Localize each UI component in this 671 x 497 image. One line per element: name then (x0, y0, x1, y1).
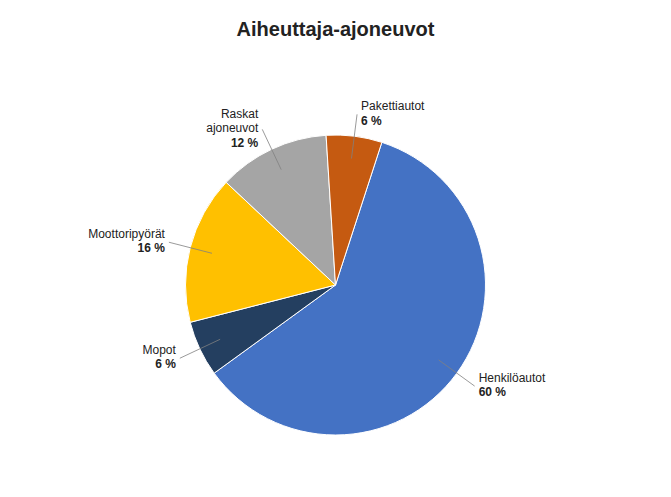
slice-value: 6 % (361, 114, 382, 128)
slice-label: Raskatajoneuvot (206, 108, 259, 136)
slice-label: Henkilöautot (479, 371, 546, 385)
leader-line (351, 114, 357, 158)
slice-value: 16 % (138, 241, 166, 255)
slice-value: 12 % (231, 136, 259, 150)
slice-value: 60 % (479, 385, 507, 399)
slice-label-line: Henkilöautot (479, 371, 546, 385)
title: Aiheuttaja-ajoneuvot (237, 18, 435, 40)
slice-label-line: Moottoripyörät (88, 227, 165, 241)
leader-line (169, 242, 212, 253)
slice-label: Moottoripyörät (88, 227, 165, 241)
slice (326, 135, 382, 285)
leader-line (180, 339, 220, 358)
chart: Aiheuttaja-ajoneuvot Henkilöautot60 % Mopo… (0, 0, 671, 497)
leader-line (439, 360, 475, 386)
slice-label-line: Mopot (143, 343, 177, 357)
pie: Henkilöautot60 %Mopot6 %Moottoripyörät16… (88, 100, 546, 435)
leader-line (262, 129, 281, 169)
slice-label-line: Raskat (221, 108, 259, 122)
labels: Henkilöautot60 %Mopot6 %Moottoripyörät16… (88, 100, 546, 400)
slice (226, 135, 335, 285)
slice-label-line: ajoneuvot (206, 122, 259, 136)
slices (186, 135, 486, 435)
slice-value: 6 % (155, 357, 176, 371)
slice-label: Mopot (143, 343, 177, 357)
slice-label: Pakettiautot (361, 100, 425, 114)
slice-label-line: Pakettiautot (361, 100, 425, 114)
